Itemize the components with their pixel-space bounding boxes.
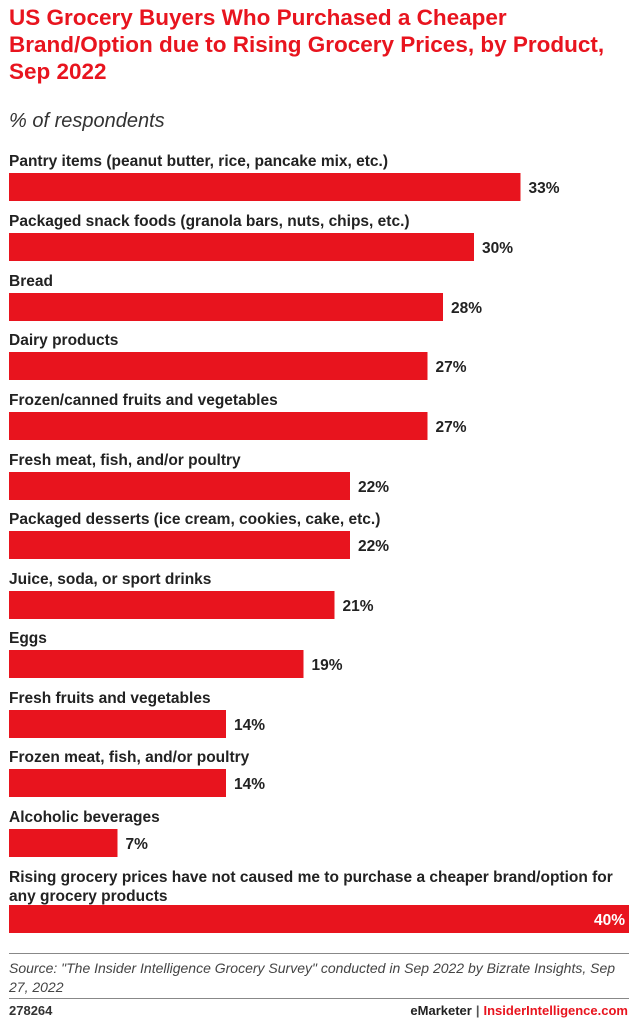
value-label: 33%: [529, 180, 560, 197]
value-label: 14%: [234, 776, 265, 793]
bar: [9, 531, 350, 559]
chart-title: US Grocery Buyers Who Purchased a Cheape…: [9, 5, 605, 84]
category-label: Pantry items (peanut butter, rice, panca…: [9, 153, 388, 170]
category-label: Rising grocery prices have not caused me…: [9, 869, 613, 905]
category-label: Frozen meat, fish, and/or poultry: [9, 749, 250, 766]
value-label: 40%: [594, 912, 625, 929]
bar-chart: Pantry items (peanut butter, rice, panca…: [9, 153, 629, 933]
chart-subtitle: % of respondents: [9, 110, 165, 132]
category-label: Bread: [9, 273, 53, 290]
value-label: 21%: [343, 598, 374, 615]
brand-insiderintelligence[interactable]: InsiderIntelligence.com: [483, 1003, 629, 1018]
bar: [9, 710, 226, 738]
source-note: Source: "The Insider Intelligence Grocer…: [9, 960, 616, 995]
category-label: Eggs: [9, 630, 47, 647]
category-label: Packaged snack foods (granola bars, nuts…: [9, 213, 410, 230]
category-label: Alcoholic beverages: [9, 809, 160, 826]
brand-emarketer: eMarketer: [410, 1003, 472, 1018]
value-label: 19%: [312, 657, 343, 674]
footer-divider-bottom: [9, 998, 629, 999]
value-label: 14%: [234, 717, 265, 734]
category-label: Frozen/canned fruits and vegetables: [9, 392, 278, 409]
brand-footer: eMarketer | InsiderIntelligence.com: [410, 1003, 628, 1018]
value-label: 22%: [358, 479, 389, 496]
value-label: 30%: [482, 240, 513, 257]
bar: [9, 293, 443, 321]
bar: [9, 769, 226, 797]
bar: [9, 650, 304, 678]
bar: [9, 233, 474, 261]
brand-separator: |: [475, 1003, 480, 1018]
category-label: Dairy products: [9, 332, 118, 349]
footer-divider: [9, 953, 629, 954]
category-label: Juice, soda, or sport drinks: [9, 571, 211, 588]
bar: [9, 472, 350, 500]
value-label: 22%: [358, 538, 389, 555]
bar: [9, 412, 428, 440]
bar: [9, 173, 521, 201]
category-label: Packaged desserts (ice cream, cookies, c…: [9, 511, 380, 528]
chart-id: 278264: [9, 1003, 53, 1018]
value-label: 7%: [126, 836, 149, 853]
value-label: 27%: [436, 419, 467, 436]
category-label: Fresh fruits and vegetables: [9, 690, 211, 707]
category-label: Fresh meat, fish, and/or poultry: [9, 452, 241, 469]
bar: [9, 829, 118, 857]
value-label: 28%: [451, 300, 482, 317]
bar: [9, 905, 629, 933]
bar: [9, 352, 428, 380]
value-label: 27%: [436, 359, 467, 376]
bar: [9, 591, 335, 619]
